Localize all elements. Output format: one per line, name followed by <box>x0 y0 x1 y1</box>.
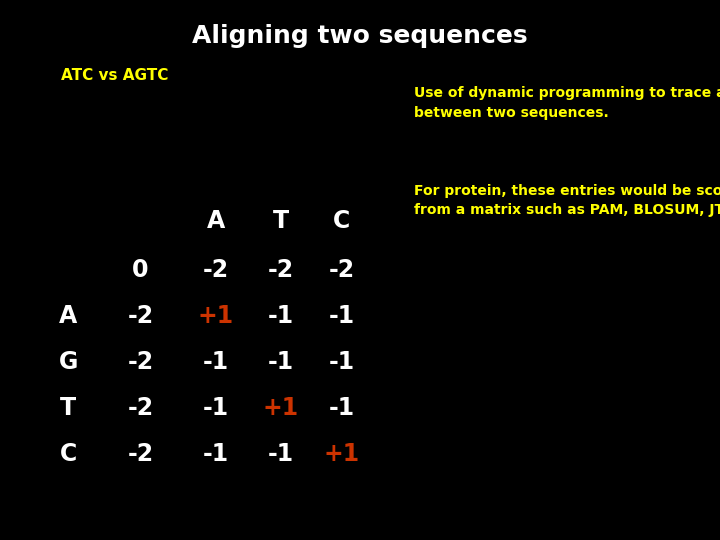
Text: +1: +1 <box>324 442 360 465</box>
Text: ATC vs AGTC: ATC vs AGTC <box>61 68 168 83</box>
Text: -1: -1 <box>329 304 355 328</box>
Text: -2: -2 <box>127 442 153 465</box>
Text: A: A <box>207 210 225 233</box>
Text: -1: -1 <box>268 442 294 465</box>
Text: C: C <box>60 442 77 465</box>
Text: C: C <box>333 210 351 233</box>
Text: -1: -1 <box>329 396 355 420</box>
Text: -1: -1 <box>203 350 229 374</box>
Text: T: T <box>273 210 289 233</box>
Text: -2: -2 <box>127 350 153 374</box>
Text: -2: -2 <box>329 258 355 282</box>
Text: Aligning two sequences: Aligning two sequences <box>192 24 528 48</box>
Text: +1: +1 <box>263 396 299 420</box>
Text: For protein, these entries would be scores
from a matrix such as PAM, BLOSUM, JT: For protein, these entries would be scor… <box>414 184 720 217</box>
Text: Use of dynamic programming to trace a path
between two sequences.: Use of dynamic programming to trace a pa… <box>414 86 720 120</box>
Text: -1: -1 <box>329 350 355 374</box>
Text: -1: -1 <box>268 350 294 374</box>
Text: A: A <box>59 304 78 328</box>
Text: G: G <box>59 350 78 374</box>
Text: -1: -1 <box>268 304 294 328</box>
Text: -2: -2 <box>203 258 229 282</box>
Text: T: T <box>60 396 76 420</box>
Text: -1: -1 <box>203 442 229 465</box>
Text: -2: -2 <box>127 304 153 328</box>
Text: +1: +1 <box>198 304 234 328</box>
Text: -2: -2 <box>268 258 294 282</box>
Text: 0: 0 <box>132 258 148 282</box>
Text: -1: -1 <box>203 396 229 420</box>
Text: -2: -2 <box>127 396 153 420</box>
